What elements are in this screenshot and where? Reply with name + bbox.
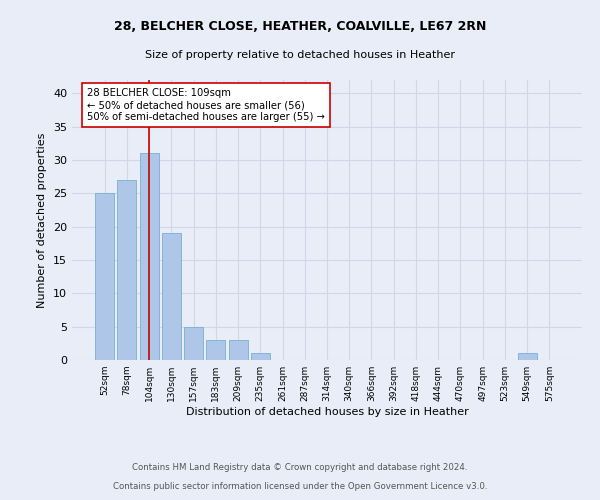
Text: 28 BELCHER CLOSE: 109sqm
← 50% of detached houses are smaller (56)
50% of semi-d: 28 BELCHER CLOSE: 109sqm ← 50% of detach… [88, 88, 325, 122]
Bar [184, 326, 203, 360]
Bar [118, 180, 136, 360]
Bar [251, 354, 270, 360]
Text: 28, BELCHER CLOSE, HEATHER, COALVILLE, LE67 2RN: 28, BELCHER CLOSE, HEATHER, COALVILLE, L… [114, 20, 486, 33]
Y-axis label: Number of detached properties: Number of detached properties [37, 132, 47, 308]
Text: Contains HM Land Registry data © Crown copyright and database right 2024.: Contains HM Land Registry data © Crown c… [132, 464, 468, 472]
Bar [95, 194, 114, 360]
Text: Contains public sector information licensed under the Open Government Licence v3: Contains public sector information licen… [113, 482, 487, 491]
X-axis label: Distribution of detached houses by size in Heather: Distribution of detached houses by size … [185, 407, 469, 417]
Bar [140, 154, 158, 360]
Bar [206, 340, 225, 360]
Bar [229, 340, 248, 360]
Bar [162, 234, 181, 360]
Bar [518, 354, 536, 360]
Text: Size of property relative to detached houses in Heather: Size of property relative to detached ho… [145, 50, 455, 60]
